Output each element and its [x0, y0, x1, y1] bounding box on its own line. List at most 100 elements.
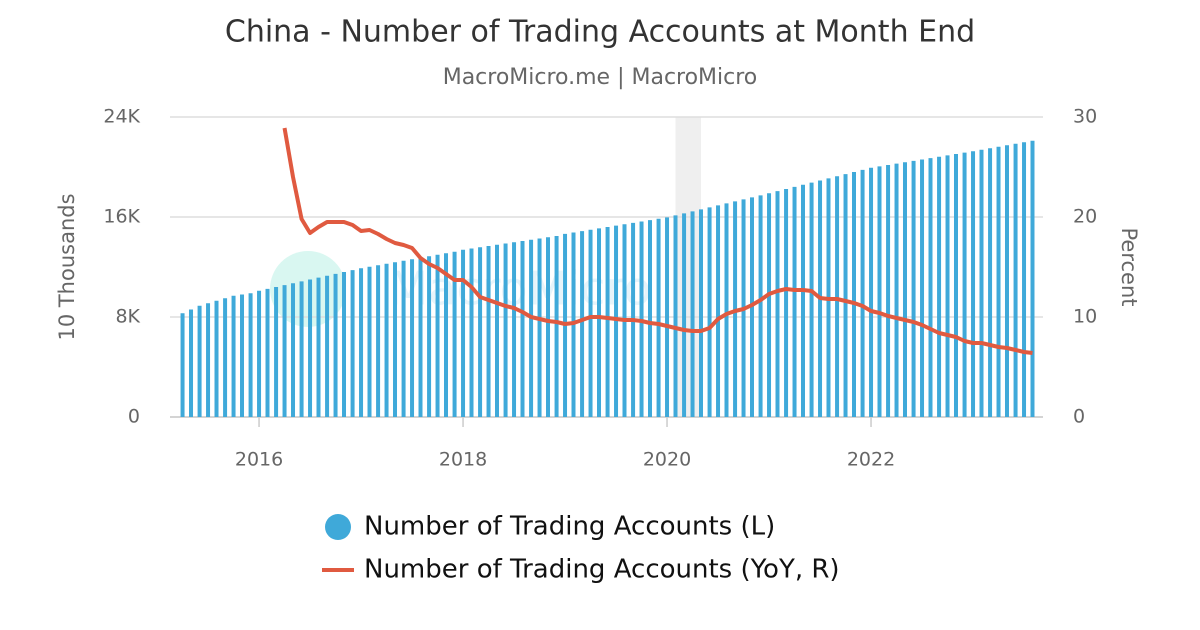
- bar: [350, 270, 355, 417]
- bar: [546, 237, 551, 417]
- bar: [486, 246, 491, 417]
- bar: [945, 155, 950, 417]
- bar: [665, 217, 670, 417]
- bar: [359, 268, 364, 417]
- bar: [189, 309, 194, 417]
- bar: [461, 249, 466, 417]
- bar: [716, 205, 721, 417]
- bar: [214, 300, 219, 417]
- bar: [988, 148, 993, 417]
- bar: [648, 220, 653, 417]
- bar: [223, 298, 228, 417]
- bar: [274, 287, 279, 417]
- bar: [869, 167, 874, 417]
- bar: [707, 207, 712, 417]
- bar: [418, 257, 423, 417]
- bar: [427, 256, 432, 417]
- y-tick-label: 8K: [115, 306, 140, 328]
- y2-tick-label: 30: [1073, 106, 1097, 128]
- bar: [231, 295, 236, 417]
- bar: [393, 262, 398, 417]
- chart-subtitle: MacroMicro.me | MacroMicro: [443, 65, 758, 90]
- bar: [851, 172, 856, 417]
- x-tick-label: 2020: [643, 449, 691, 471]
- bar: [894, 163, 899, 417]
- bar: [197, 305, 202, 417]
- legend-marker: [325, 514, 351, 540]
- bar: [316, 277, 321, 417]
- y-tick-label: 16K: [103, 206, 140, 228]
- bar: [376, 265, 381, 417]
- bar: [580, 231, 585, 417]
- bar: [902, 162, 907, 417]
- bar: [860, 169, 865, 417]
- bar: [291, 283, 296, 417]
- bar: [325, 275, 330, 417]
- bar: [724, 203, 729, 417]
- bar: [342, 272, 347, 417]
- bar: [333, 273, 338, 417]
- bar: [673, 215, 678, 417]
- bar: [240, 294, 245, 417]
- bar: [690, 211, 695, 417]
- bar: [784, 189, 789, 417]
- bar: [792, 186, 797, 417]
- chart-title: China - Number of Trading Accounts at Mo…: [225, 15, 975, 50]
- bar: [452, 251, 457, 417]
- bar: [597, 228, 602, 417]
- bar: [886, 165, 891, 417]
- shaded-band: [675, 117, 702, 417]
- bar: [537, 238, 542, 417]
- bar: [495, 244, 500, 417]
- bar: [962, 152, 967, 417]
- bar: [928, 158, 933, 417]
- bar: [775, 191, 780, 417]
- bar: [1013, 143, 1018, 417]
- bar: [682, 213, 687, 417]
- x-tick-label: 2018: [439, 449, 487, 471]
- bar: [282, 285, 287, 417]
- x-tick-label: 2016: [235, 449, 283, 471]
- bar: [257, 290, 262, 417]
- bar: [758, 195, 763, 417]
- bar: [656, 218, 661, 417]
- bar: [911, 160, 916, 417]
- bar: [503, 243, 508, 417]
- y2-tick-label: 20: [1073, 206, 1097, 228]
- bar: [520, 241, 525, 417]
- bar: [1004, 145, 1009, 417]
- bar: [1022, 142, 1027, 417]
- legend-label[interactable]: Number of Trading Accounts (L): [364, 512, 775, 542]
- bar: [299, 281, 304, 417]
- bar: [835, 176, 840, 417]
- bar: [953, 154, 958, 417]
- bar: [979, 149, 984, 417]
- bar: [614, 225, 619, 417]
- y2-axis-label: Percent: [1117, 227, 1141, 306]
- y2-tick-label: 10: [1073, 306, 1097, 328]
- bar: [1030, 140, 1035, 417]
- bar: [529, 239, 534, 417]
- bar: [308, 279, 313, 417]
- bar: [478, 247, 483, 417]
- bar: [554, 236, 559, 417]
- y-tick-label: 24K: [103, 106, 140, 128]
- bar: [410, 259, 415, 417]
- bar: [384, 263, 389, 417]
- bar: [937, 156, 942, 417]
- bar: [843, 174, 848, 417]
- bar: [248, 293, 253, 417]
- bar: [367, 266, 372, 417]
- bar: [809, 182, 814, 417]
- bar: [206, 303, 211, 417]
- y2-tick-label: 0: [1073, 406, 1085, 428]
- bar: [800, 184, 805, 417]
- bar: [877, 166, 882, 417]
- bar: [996, 146, 1001, 417]
- bar: [469, 248, 474, 417]
- bar: [180, 313, 185, 417]
- line: [282, 127, 1033, 355]
- bar: [605, 227, 610, 417]
- legend-label[interactable]: Number of Trading Accounts (YoY, R): [364, 555, 840, 585]
